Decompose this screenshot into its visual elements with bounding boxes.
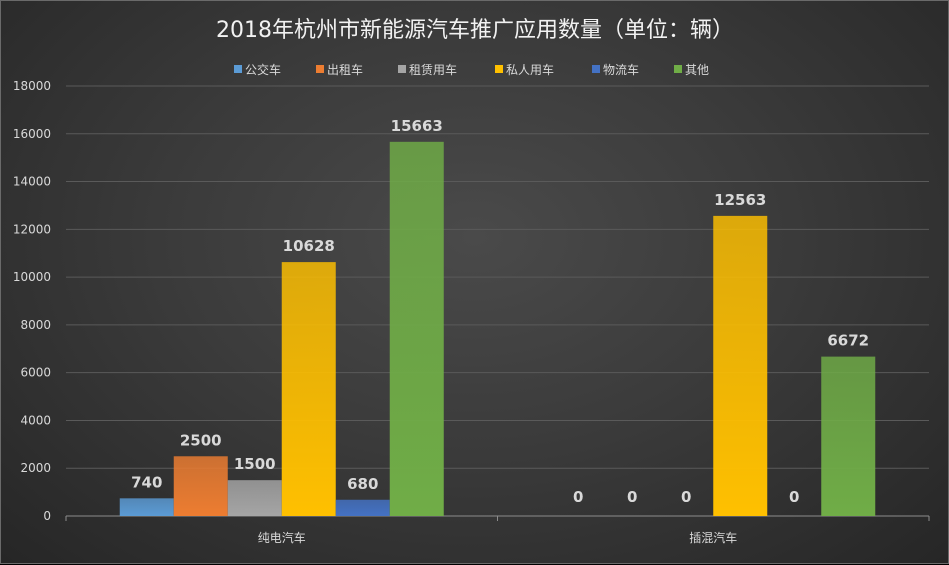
x-axis: 纯电汽车 插混汽车 <box>65 515 930 545</box>
legend-label: 其他 <box>685 63 709 77</box>
legend-label: 公交车 <box>245 62 281 77</box>
y-axis: 0 2000 4000 6000 8000 10000 12000 14000 16000 180… <box>13 79 51 523</box>
y-tick-label: 6000 <box>20 366 51 380</box>
y-tick-label: 8000 <box>20 318 51 332</box>
data-label: 1500 <box>234 455 276 473</box>
bar <box>389 141 444 516</box>
bar <box>281 262 336 516</box>
legend-swatch <box>495 65 503 73</box>
y-tick-label: 14000 <box>13 175 51 189</box>
category-label: 插混汽车 <box>689 530 737 545</box>
y-tick-label: 0 <box>43 509 51 523</box>
legend-label: 出租车 <box>327 62 363 77</box>
bar <box>821 356 876 516</box>
data-label: 0 <box>681 488 691 506</box>
bar <box>335 499 390 516</box>
data-label: 6672 <box>827 332 869 350</box>
data-labels: 740 2500 1500 10628 680 15663 0 0 0 12563 0 6672 <box>131 117 869 506</box>
chart-title: 2018年杭州市新能源汽车推广应用数量（单位：辆） <box>216 18 734 43</box>
legend-swatch <box>674 65 682 73</box>
bar <box>173 456 228 516</box>
y-tick-label: 12000 <box>13 222 51 236</box>
bar <box>713 215 768 516</box>
data-label: 12563 <box>714 191 766 209</box>
data-label: 0 <box>627 488 637 506</box>
legend-label: 租赁用车 <box>409 62 457 77</box>
legend: 公交车 出租车 租赁用车 私人用车 物流车 其他 <box>234 62 709 77</box>
y-tick-label: 2000 <box>20 461 51 475</box>
category-label: 纯电汽车 <box>258 530 306 545</box>
legend-swatch <box>398 65 406 73</box>
data-label: 680 <box>347 475 378 493</box>
y-tick-label: 4000 <box>20 413 51 427</box>
gridlines <box>66 85 929 469</box>
data-label: 10628 <box>283 237 335 255</box>
legend-swatch <box>592 65 600 73</box>
y-tick-label: 10000 <box>13 270 51 284</box>
y-tick-label: 16000 <box>13 127 51 141</box>
y-tick-label: 18000 <box>13 79 51 93</box>
data-label: 740 <box>131 473 162 491</box>
legend-label: 私人用车 <box>506 62 554 77</box>
data-label: 2500 <box>180 431 222 449</box>
bar <box>227 480 282 516</box>
legend-label: 物流车 <box>603 62 639 77</box>
data-label: 15663 <box>391 117 443 135</box>
legend-swatch <box>316 65 324 73</box>
data-label: 0 <box>789 488 799 506</box>
data-label: 0 <box>573 488 583 506</box>
legend-swatch <box>234 65 242 73</box>
bar <box>119 498 174 516</box>
bars <box>119 141 876 516</box>
